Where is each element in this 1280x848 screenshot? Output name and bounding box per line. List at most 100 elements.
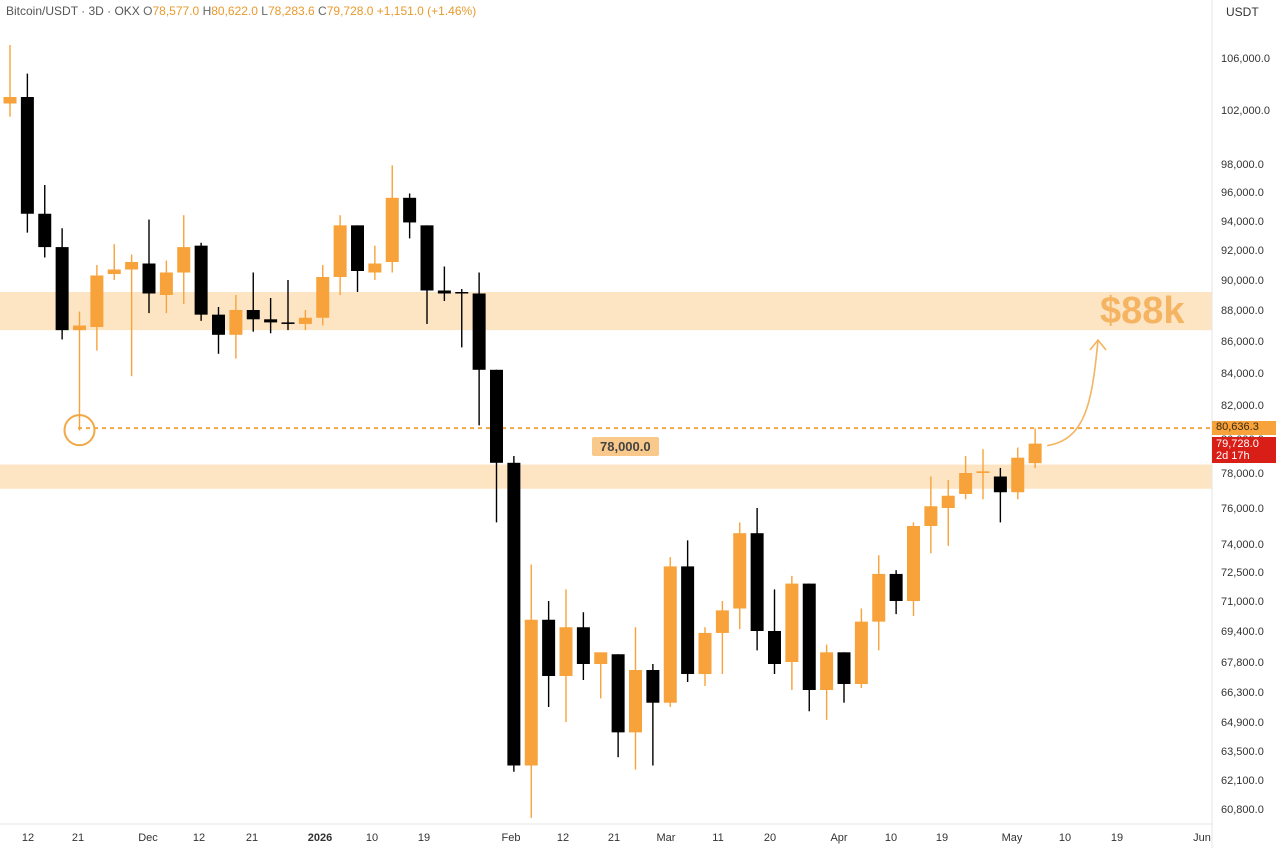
candle-5: [90, 265, 104, 351]
open-value: 78,577.0: [152, 4, 200, 18]
y-tick-label-7: 88,000.0: [1221, 305, 1264, 317]
y-tick-label-12: 78,000.0: [1221, 468, 1264, 480]
candle-body: [924, 506, 938, 526]
candle-57: [993, 467, 1007, 523]
candle-body: [333, 225, 347, 277]
candle-body: [55, 247, 69, 331]
open-label: O: [143, 4, 153, 18]
y-tick-label-18: 67,800.0: [1221, 657, 1264, 669]
y-tick-label-15: 72,500.0: [1221, 567, 1264, 579]
close-value: 79,728.0: [326, 4, 374, 18]
candle-body: [298, 317, 312, 324]
candle-body: [351, 225, 364, 271]
x-axis-ticks: 12 21 Dec 12 21 2026 10 19 Feb 12 21 Mar 11 20 Apr 10 19…: [22, 832, 1211, 844]
candle-body: [802, 583, 816, 690]
candle-46: [802, 583, 816, 712]
x-tick-label-13: 20: [764, 832, 776, 844]
candle-21: [368, 245, 382, 280]
candle-body: [993, 476, 1007, 493]
y-tick-label-0: 106,000.0: [1221, 53, 1270, 65]
candle-body: [107, 269, 121, 274]
x-tick-label-11: Mar: [657, 832, 676, 844]
candle-body: [38, 213, 52, 248]
candle-body: [472, 293, 486, 370]
close-label: C: [318, 4, 327, 18]
candle-0: [3, 45, 17, 117]
chart-header: Bitcoin/USDT · 3D · OKX O78,577.0 H80,62…: [6, 4, 476, 18]
y-tick-label-3: 96,000.0: [1221, 187, 1264, 199]
candle-body: [681, 566, 695, 674]
high-price-tag: 80,636.3: [1212, 421, 1276, 435]
candle-body: [73, 325, 86, 331]
candle-body: [125, 262, 139, 270]
candle-44: [768, 589, 781, 674]
support-resistance-zones: [0, 292, 1212, 489]
target-price-label: $88k: [1100, 290, 1185, 332]
x-tick-label-7: 19: [418, 832, 430, 844]
candle-48: [837, 652, 851, 703]
candle-10: [177, 215, 191, 304]
candle-53: [924, 476, 938, 554]
candle-40: [698, 627, 712, 686]
candle-body: [159, 272, 173, 295]
high-value: 80,622.0: [211, 4, 258, 18]
candle-body: [1028, 443, 1042, 464]
candle-body: [281, 322, 295, 324]
candle-28: [490, 369, 503, 523]
candle-32: [559, 589, 573, 722]
candle-body: [212, 314, 225, 335]
y-axis-ticks: 106,000.0 102,000.0 98,000.0 96,000.0 94,000…: [1221, 53, 1270, 816]
candle-11: [194, 242, 208, 321]
x-tick-label-20: Jun: [1193, 832, 1211, 844]
candle-body: [368, 263, 382, 273]
candle-body: [542, 619, 556, 676]
candle-body: [90, 275, 104, 328]
y-tick-label-8: 86,000.0: [1221, 336, 1264, 348]
candle-body: [229, 310, 243, 335]
y-tick-label-14: 74,000.0: [1221, 539, 1264, 551]
candle-22: [385, 165, 399, 273]
x-tick-label-10: 21: [608, 832, 620, 844]
candle-body: [750, 533, 764, 631]
y-tick-label-23: 60,800.0: [1221, 804, 1264, 816]
candle-body: [455, 292, 469, 294]
y-tick-label-17: 69,400.0: [1221, 626, 1264, 638]
x-tick-label-19: 19: [1111, 832, 1123, 844]
candle-12: [212, 307, 225, 354]
candle-15: [264, 298, 278, 334]
candle-54: [941, 480, 955, 546]
candle-35: [611, 654, 625, 758]
y-tick-label-4: 94,000.0: [1221, 216, 1264, 228]
candle-55: [959, 456, 973, 500]
x-tick-label-4: 21: [246, 832, 258, 844]
candle-body: [559, 627, 573, 676]
candle-31: [542, 601, 556, 707]
high-label: H: [202, 4, 212, 18]
x-tick-label-9: 12: [557, 832, 569, 844]
y-tick-label-16: 71,000.0: [1221, 596, 1264, 608]
candle-30: [524, 564, 538, 818]
candle-body: [663, 566, 677, 703]
candle-29: [507, 456, 521, 772]
price-zone-1: [0, 464, 1212, 489]
candle-13: [229, 295, 243, 359]
candle-body: [507, 462, 521, 766]
candle-body: [698, 632, 712, 674]
candle-37: [646, 664, 660, 766]
candle-20: [351, 225, 364, 292]
candle-47: [820, 644, 834, 720]
x-tick-label-1: 21: [72, 832, 84, 844]
candle-42: [733, 522, 747, 630]
candle-body: [3, 97, 17, 104]
candle-8: [142, 219, 156, 314]
x-tick-label-18: 10: [1059, 832, 1071, 844]
candle-27: [472, 272, 486, 426]
candle-body: [907, 526, 920, 601]
candle-4: [73, 311, 86, 431]
x-tick-label-16: 19: [936, 832, 948, 844]
candle-43: [750, 508, 764, 651]
countdown-value: 2d 17h: [1216, 450, 1250, 462]
candle-19: [333, 215, 347, 295]
candle-58: [1011, 447, 1025, 500]
candle-14: [246, 272, 260, 332]
